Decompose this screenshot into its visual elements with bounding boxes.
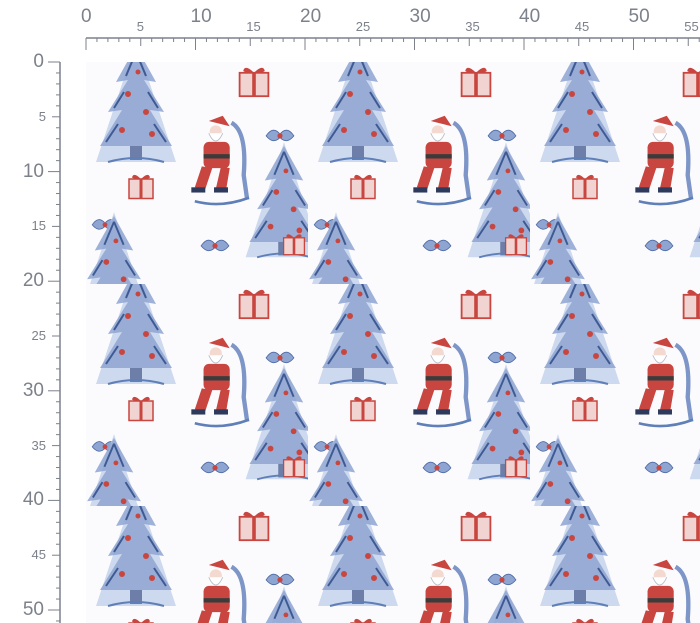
- h-tick-label: 35: [465, 19, 480, 34]
- v-tick-label: 30: [22, 379, 44, 401]
- v-tick-label: 45: [31, 547, 46, 563]
- v-tick-label: 0: [33, 51, 44, 72]
- fabric-swatch: [86, 62, 700, 623]
- h-tick-label: 45: [574, 19, 590, 34]
- v-tick-label: 35: [31, 437, 46, 453]
- h-tick-label: 25: [355, 19, 371, 34]
- h-tick-label: 50: [628, 6, 650, 27]
- v-tick-label: 10: [22, 160, 44, 182]
- v-tick-label: 40: [22, 489, 44, 511]
- h-tick-label: 40: [519, 6, 541, 27]
- v-tick-label: 50: [22, 599, 44, 620]
- v-tick-label: 15: [31, 218, 46, 234]
- h-tick-label: 15: [246, 19, 261, 34]
- v-tick-label: 5: [38, 108, 46, 124]
- h-tick-label: 5: [136, 19, 144, 34]
- h-tick-label: 10: [190, 6, 212, 27]
- v-tick-label: 25: [31, 328, 46, 343]
- left-ruler-scale: [48, 61, 61, 623]
- top-ruler-scale: [85, 37, 700, 50]
- h-tick-label: 20: [300, 6, 322, 27]
- toile-pattern: [86, 62, 700, 623]
- h-tick-label: 55: [684, 19, 699, 34]
- left-ruler: 0 5 10 15 20 25 30 35 40 45 50: [0, 0, 80, 623]
- h-tick-label: 0: [81, 6, 92, 27]
- v-tick-label: 20: [22, 270, 44, 292]
- h-tick-label: 30: [409, 6, 431, 27]
